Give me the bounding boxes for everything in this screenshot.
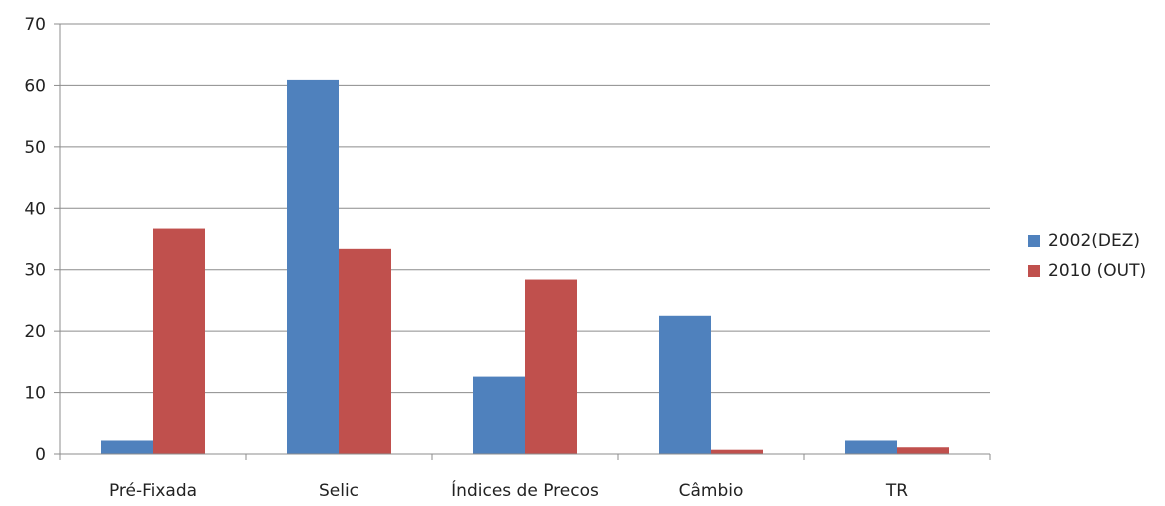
- y-tick-label-0: 0: [35, 445, 46, 465]
- y-tick-label-40: 40: [24, 199, 46, 219]
- legend-item-series-1: 2002(DEZ): [1028, 228, 1146, 253]
- bar-series-2-4: [897, 447, 949, 454]
- x-tick-label-1: Selic: [319, 481, 359, 501]
- bar-series-1-0: [101, 440, 153, 454]
- y-tick-label-70: 70: [24, 15, 46, 35]
- y-tick-label-30: 30: [24, 261, 46, 281]
- legend-item-series-2: 2010 (OUT): [1028, 258, 1146, 283]
- x-tick-label-2: Índices de Precos: [451, 479, 599, 501]
- legend: 2002(DEZ) 2010 (OUT): [1028, 228, 1146, 288]
- legend-label-series-2: 2010 (OUT): [1048, 260, 1147, 281]
- bar-series-2-1: [339, 248, 391, 454]
- y-tick-label-10: 10: [24, 384, 46, 404]
- bar-series-1-1: [287, 79, 339, 455]
- bar-series-1-3: [659, 315, 711, 454]
- bar-series-2-0: [153, 228, 205, 454]
- bar-series-1-4: [845, 440, 897, 454]
- bar-series-2-3: [711, 449, 763, 454]
- x-tick-label-0: Pré-Fixada: [109, 481, 197, 501]
- legend-swatch-series-2: [1028, 264, 1040, 277]
- y-tick-label-20: 20: [24, 322, 46, 342]
- y-tick-label-50: 50: [24, 138, 46, 158]
- gridlines: [60, 23, 990, 394]
- legend-label-series-1: 2002(DEZ): [1048, 230, 1141, 251]
- y-tick-label-60: 60: [24, 76, 46, 96]
- x-tick-label-4: TR: [885, 481, 908, 501]
- y-axis-ticks: 0 10 20 30 40 50 60 70: [24, 15, 60, 465]
- bar-series-2-2: [525, 279, 577, 454]
- bar-series-1-2: [473, 376, 525, 454]
- x-axis-ticks: Pré-Fixada Selic Índices de Precos Câmbio TR: [59, 454, 991, 501]
- legend-swatch-series-1: [1028, 234, 1040, 247]
- bars: [101, 79, 949, 455]
- x-tick-label-3: Câmbio: [679, 481, 744, 501]
